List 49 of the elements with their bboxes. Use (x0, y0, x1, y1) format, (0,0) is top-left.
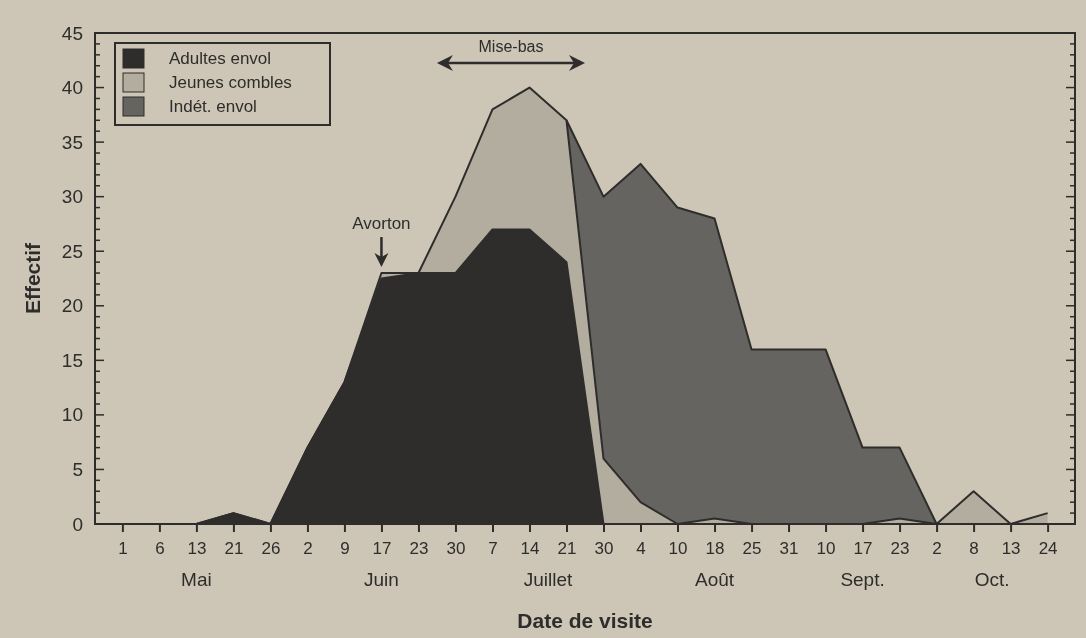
y-tick-label: 45 (61, 22, 83, 44)
y-tick-label: 5 (72, 459, 83, 481)
x-tick-label: 18 (705, 539, 725, 559)
y-tick-label: 40 (61, 77, 83, 99)
x-tick-label: 30 (594, 539, 614, 559)
y-tick-label: 25 (61, 240, 83, 262)
text: Oct. (974, 569, 1010, 590)
legend-label: Adultes envol (169, 49, 272, 68)
x-tick-label: 21 (557, 539, 577, 559)
x-tick-label: 7 (488, 539, 498, 559)
x-tick-label: 23 (409, 539, 429, 559)
y-tick-label: 30 (61, 186, 83, 208)
annotation: Mise-bas (478, 38, 544, 55)
x-tick-label: 14 (520, 539, 540, 559)
x-tick-label: 24 (1038, 539, 1058, 559)
x-tick-label: 9 (340, 539, 350, 559)
legend-label: Indét. envol (169, 97, 257, 116)
x-tick-label: 30 (446, 539, 466, 559)
text: Juin (364, 569, 399, 590)
legend-label: Jeunes combles (169, 73, 292, 92)
x-tick-label: 25 (742, 539, 762, 559)
x-tick-label: 6 (155, 539, 165, 559)
x-tick-label: 1 (118, 539, 128, 559)
y-axis-title: Effectif (21, 241, 44, 315)
x-tick-label: 2 (303, 539, 313, 559)
x-tick-label: 23 (890, 539, 910, 559)
x-tick-label: 31 (779, 539, 799, 559)
x-tick-label: 26 (261, 539, 281, 559)
text: Mai (181, 569, 212, 590)
text: Sept. (840, 569, 885, 590)
x-tick-label: 21 (224, 539, 244, 559)
x-axis-title: Date de visite (517, 609, 653, 632)
y-tick-label: 0 (72, 513, 83, 535)
annotation: Avorton (352, 214, 411, 234)
y-tick-label: 35 (61, 131, 83, 153)
y-tick-label: 20 (61, 295, 83, 317)
x-tick-label: 17 (372, 539, 392, 559)
x-tick-label: 8 (969, 539, 979, 559)
text: Juillet (523, 569, 573, 590)
x-tick-label: 13 (187, 539, 207, 559)
x-tick-label: 10 (668, 539, 688, 559)
x-tick-label: 17 (853, 539, 873, 559)
y-tick-label: 15 (61, 349, 83, 371)
text: Août (694, 569, 735, 590)
x-tick-label: 2 (932, 539, 942, 559)
x-tick-label: 4 (636, 539, 646, 559)
x-tick-label: 10 (816, 539, 836, 559)
x-tick-label: 13 (1001, 539, 1021, 559)
y-tick-label: 10 (61, 404, 83, 426)
